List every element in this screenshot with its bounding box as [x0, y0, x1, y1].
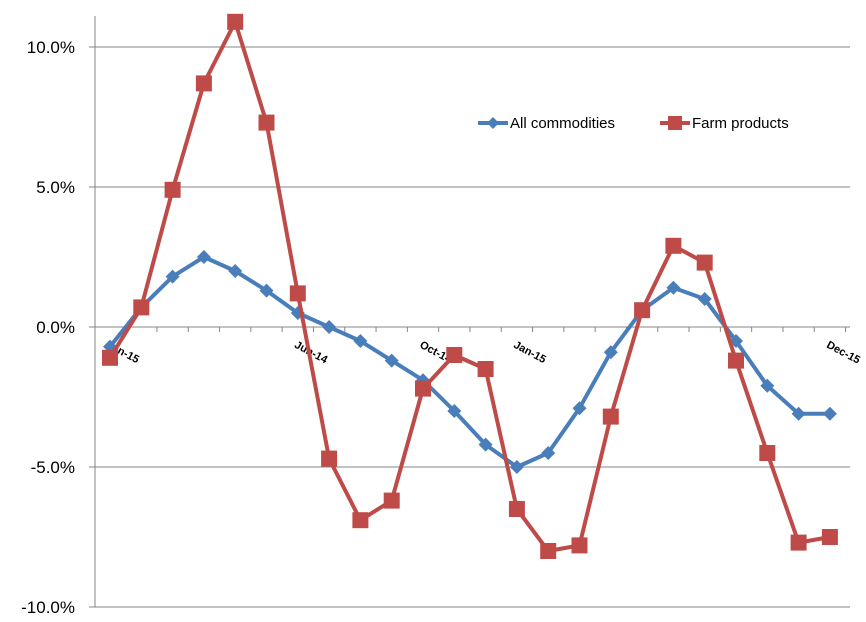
data-point-marker	[790, 534, 807, 551]
data-point-marker	[821, 529, 838, 545]
data-point-marker	[571, 537, 588, 554]
y-tick-label: 10.0%	[27, 38, 75, 57]
data-point-marker	[383, 492, 400, 509]
y-axis: 10.0% 5.0% 0.0% -5.0% -10.0%	[21, 16, 96, 617]
data-point-marker	[791, 406, 806, 421]
data-point-marker	[541, 446, 556, 460]
gridlines	[95, 46, 850, 608]
data-point-marker	[697, 292, 712, 306]
x-tick-label: Jan-15	[511, 339, 547, 366]
series-line-0	[108, 255, 832, 469]
data-point-marker	[196, 250, 211, 264]
legend: All commodities Farm products	[478, 115, 789, 132]
data-point-marker	[634, 302, 651, 319]
data-point-marker	[289, 285, 306, 302]
data-point-marker	[508, 501, 525, 517]
data-point-marker	[322, 320, 337, 334]
data-point-marker	[478, 437, 493, 452]
data-point-marker	[728, 352, 744, 369]
data-point-marker	[258, 114, 275, 131]
data-point-marker	[195, 75, 212, 92]
legend-marker	[487, 117, 499, 129]
data-point-marker	[227, 13, 244, 30]
data-point-marker	[696, 254, 713, 271]
data-point-marker	[353, 334, 368, 348]
data-point-marker	[540, 543, 557, 559]
y-tick-label: 0.0%	[36, 318, 75, 337]
data-point-marker	[666, 280, 681, 295]
legend-marker	[668, 116, 682, 130]
x-axis: Jan-15 Jun-14 Oct-14 Jan-15 Dec-15	[95, 326, 862, 367]
data-point-marker	[102, 349, 118, 366]
data-point-marker	[760, 378, 775, 393]
data-point-marker	[447, 404, 462, 418]
data-point-marker	[165, 269, 180, 284]
legend-label: Farm products	[692, 115, 789, 132]
data-point-marker	[572, 401, 587, 416]
series-lines	[102, 13, 838, 559]
y-tick-label: -5.0%	[31, 458, 75, 477]
y-tick-label: 5.0%	[36, 178, 75, 197]
data-point-marker	[822, 406, 837, 421]
data-point-marker	[228, 264, 243, 278]
x-tick-label: Dec-15	[824, 339, 861, 367]
data-point-marker	[415, 380, 431, 397]
data-point-marker	[603, 345, 618, 360]
data-point-marker	[164, 181, 181, 198]
y-tick-label: -10.0%	[21, 598, 75, 617]
data-point-marker	[477, 361, 494, 377]
data-point-marker	[446, 347, 463, 363]
data-point-marker	[133, 299, 150, 316]
data-point-marker	[759, 445, 776, 461]
data-point-marker	[321, 450, 338, 467]
legend-label: All commodities	[510, 115, 615, 132]
data-point-marker	[509, 460, 524, 474]
data-point-marker	[602, 408, 619, 425]
data-point-marker	[352, 512, 369, 529]
data-point-marker	[259, 283, 274, 298]
data-point-marker	[384, 353, 399, 368]
series-line-1	[108, 19, 832, 553]
data-point-marker	[665, 237, 682, 254]
